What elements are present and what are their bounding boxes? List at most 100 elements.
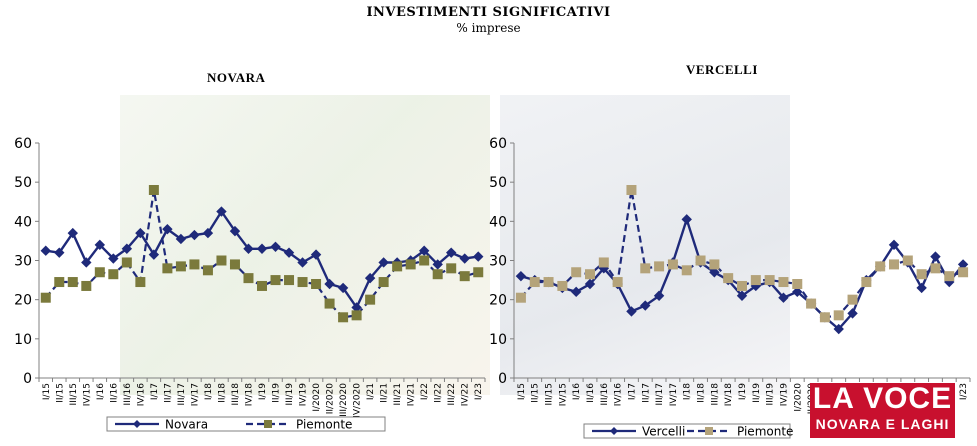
panel-title-novara: NOVARA — [207, 70, 266, 85]
series-novara-point — [202, 227, 214, 239]
series-piemonte-point — [543, 277, 554, 288]
x-tick-label: I/19 — [738, 383, 748, 400]
series-piemonte-point — [764, 275, 775, 286]
series-vercelli-point — [626, 306, 637, 317]
series-piemonte — [40, 185, 484, 323]
series-vercelli-point — [916, 282, 927, 294]
x-tick-label: I/17 — [627, 383, 637, 400]
series-novara-point — [337, 282, 349, 294]
series-piemonte-point — [229, 259, 240, 270]
series-piemonte-point — [889, 259, 899, 270]
la-voce-logo: LA VOCE NOVARA E LAGHI — [810, 383, 955, 438]
y-tick-label: 50 — [489, 175, 507, 191]
series-vercelli-point — [833, 323, 844, 335]
y-tick-label: 10 — [14, 332, 32, 348]
series-vercelli-point — [709, 267, 720, 278]
series-piemonte-point — [405, 259, 416, 270]
series-piemonte-point — [67, 277, 78, 288]
background-photo-right — [500, 95, 790, 395]
series-novara-point — [94, 239, 106, 251]
y-tick-label: 0 — [23, 371, 32, 387]
series-novara-point — [283, 247, 295, 258]
series-piemonte-point — [270, 275, 281, 286]
series-novara-point — [364, 272, 376, 284]
x-tick-label: I/18 — [683, 383, 693, 400]
series-piemonte-point — [916, 269, 927, 280]
series-piemonte-point — [902, 255, 913, 266]
x-tick-label: I/19 — [258, 383, 268, 400]
series-novara-point — [243, 243, 254, 254]
x-tick-label: II/19 — [752, 383, 762, 403]
series-piemonte-point — [598, 257, 609, 268]
series-novara-point — [310, 249, 322, 260]
x-tick-label: II/17 — [641, 383, 651, 403]
series-piemonte-point — [819, 312, 830, 323]
x-tick-label: IV/22 — [461, 383, 471, 406]
series-piemonte-point — [378, 277, 389, 288]
series-piemonte-point — [515, 292, 526, 303]
x-tick-label: I/17 — [150, 383, 160, 400]
series-piemonte-point — [833, 310, 844, 321]
series-novara-point — [297, 257, 308, 268]
series-vercelli-point — [778, 292, 789, 303]
y-tick-label: 50 — [14, 175, 32, 191]
series-piemonte-point — [135, 277, 146, 288]
x-tick-label: II/22 — [434, 383, 444, 403]
y-tick-label: 30 — [14, 254, 32, 270]
series-piemonte-point — [806, 298, 817, 309]
legend-label-piemonte: Piemonte — [737, 425, 793, 439]
chart-subtitle: % imprese — [456, 21, 521, 35]
series-piemonte-point — [216, 255, 227, 266]
series-piemonte-point — [792, 279, 803, 289]
x-tick-label: III/15 — [69, 383, 79, 405]
x-tick-label: II/21 — [380, 383, 390, 403]
x-tick-label: III/19 — [285, 383, 295, 406]
x-tick-label: I/15 — [42, 383, 52, 400]
series-vercelli-point — [515, 270, 527, 282]
series-piemonte-point — [640, 263, 651, 274]
x-tick-label: IV/2020 — [353, 383, 363, 418]
x-tick-label: I/2020 — [312, 383, 322, 412]
logo-line-2: NOVARA E LAGHI — [815, 416, 950, 432]
y-tick-label: 20 — [14, 293, 32, 309]
series-novara-point — [418, 245, 430, 256]
series-novara-point — [216, 206, 227, 217]
series-piemonte-point — [709, 259, 720, 270]
series-vercelli-point — [640, 300, 651, 311]
series-piemonte-point — [778, 277, 789, 288]
series-piemonte-point — [419, 255, 430, 266]
series-novara-point — [54, 247, 65, 258]
x-tick-label: IV/15 — [558, 383, 568, 406]
series-piemonte-point — [612, 277, 623, 288]
series-piemonte-point — [162, 263, 173, 274]
series-piemonte-point — [875, 261, 886, 272]
y-tick-label: 0 — [498, 371, 507, 387]
y-tick-label: 60 — [489, 136, 507, 152]
x-tick-label: III/16 — [123, 383, 133, 406]
series-piemonte-point — [40, 292, 51, 303]
x-tick-label: IV/17 — [669, 383, 679, 406]
legend-swatch-marker — [264, 420, 272, 428]
x-tick-label: II/19 — [272, 383, 282, 403]
series-piemonte-point — [284, 275, 295, 286]
series-piemonte-point — [847, 294, 858, 305]
legend-label-piemonte: Piemonte — [296, 418, 352, 432]
series-novara-point — [108, 253, 119, 264]
series-piemonte-point — [585, 269, 595, 280]
series-novara-point — [40, 245, 51, 256]
x-tick-label: I/15 — [517, 383, 527, 400]
series-piemonte — [515, 185, 969, 323]
x-tick-label: I/18 — [204, 383, 214, 400]
x-tick-label: III/16 — [600, 383, 610, 406]
x-tick-label: III/18 — [710, 383, 720, 406]
series-novara-point — [148, 249, 160, 260]
series-piemonte-point — [81, 280, 92, 291]
x-tick-label: IV/18 — [724, 383, 734, 407]
series-vercelli-point — [584, 278, 596, 290]
series-piemonte-point — [351, 310, 362, 321]
series-piemonte-point — [148, 185, 159, 195]
series-novara-point — [135, 227, 146, 239]
y-tick-label: 10 — [489, 332, 507, 348]
series-vercelli-point — [653, 290, 665, 301]
